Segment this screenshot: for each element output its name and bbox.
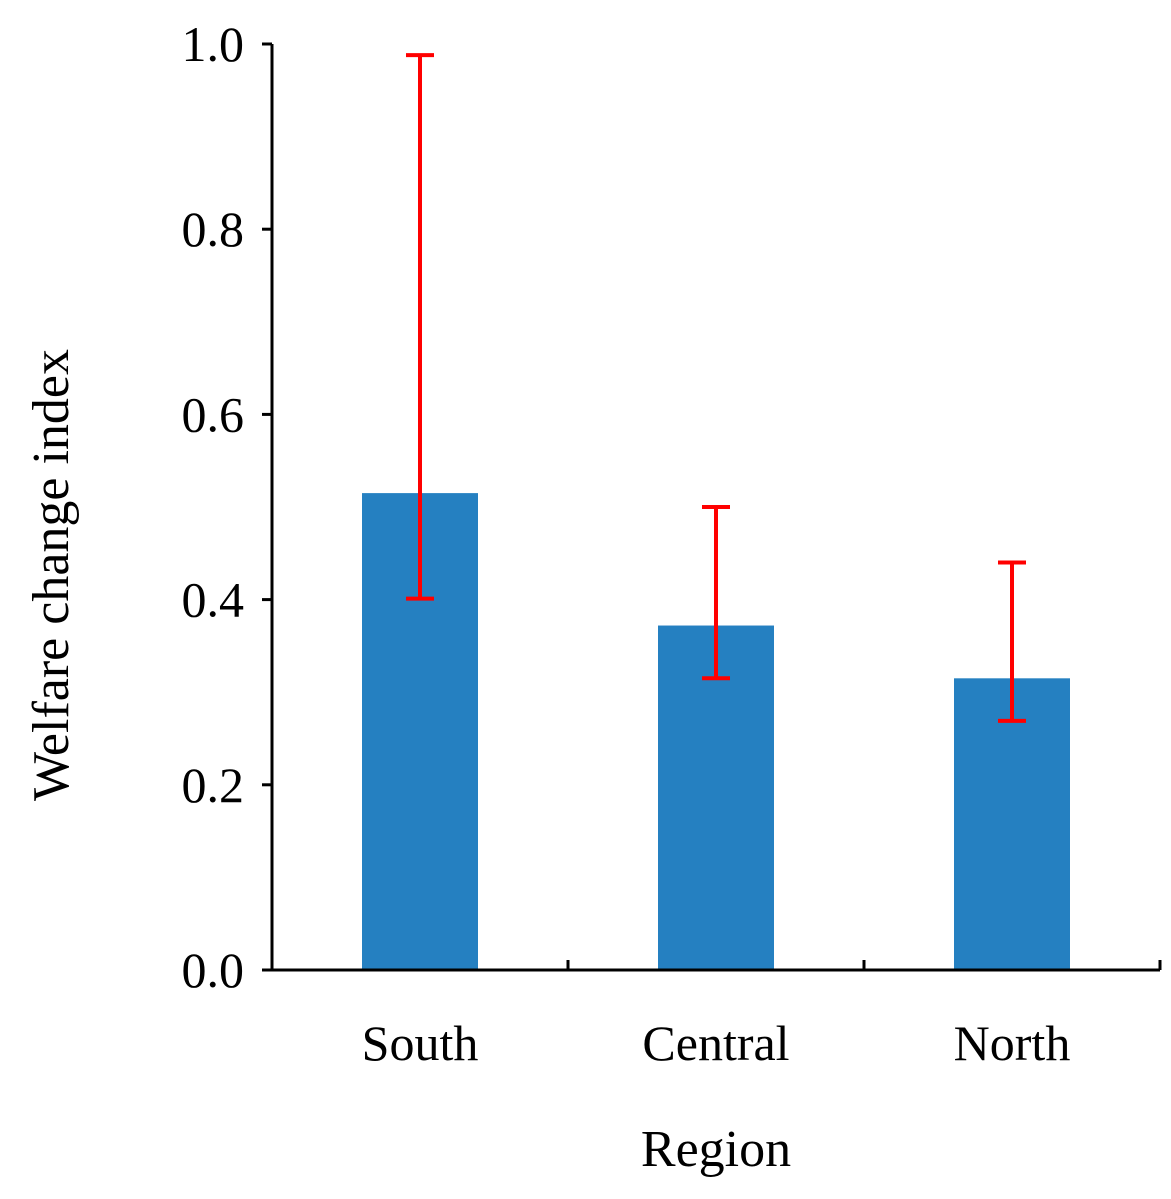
y-tick-label: 0.0 xyxy=(182,942,245,998)
y-tick-label: 0.8 xyxy=(182,201,245,257)
y-tick-label: 0.4 xyxy=(182,572,245,628)
x-tick-label-central: Central xyxy=(642,1015,789,1071)
x-axis-ticks: South Central North xyxy=(362,960,1162,1071)
y-axis-title: Welfare change index xyxy=(23,349,80,801)
y-tick-label: 0.6 xyxy=(182,386,245,442)
error-bar-central xyxy=(702,505,730,681)
x-axis-title: Region xyxy=(641,1121,791,1178)
y-tick-label: 0.2 xyxy=(182,757,245,813)
plot-area: 0.0 0.2 0.4 0.6 0.8 1.0 South Central North xyxy=(182,16,1162,1071)
error-bar-north xyxy=(998,560,1026,723)
x-tick-label-north: North xyxy=(954,1015,1071,1071)
error-bar-south xyxy=(406,53,434,601)
error-bars xyxy=(406,53,1026,723)
y-tick-label: 1.0 xyxy=(182,16,245,72)
y-axis-ticks: 0.0 0.2 0.4 0.6 0.8 1.0 xyxy=(182,16,272,998)
x-tick-label-south: South xyxy=(362,1015,479,1071)
bar-north xyxy=(954,678,1070,970)
bar-central xyxy=(658,625,774,970)
